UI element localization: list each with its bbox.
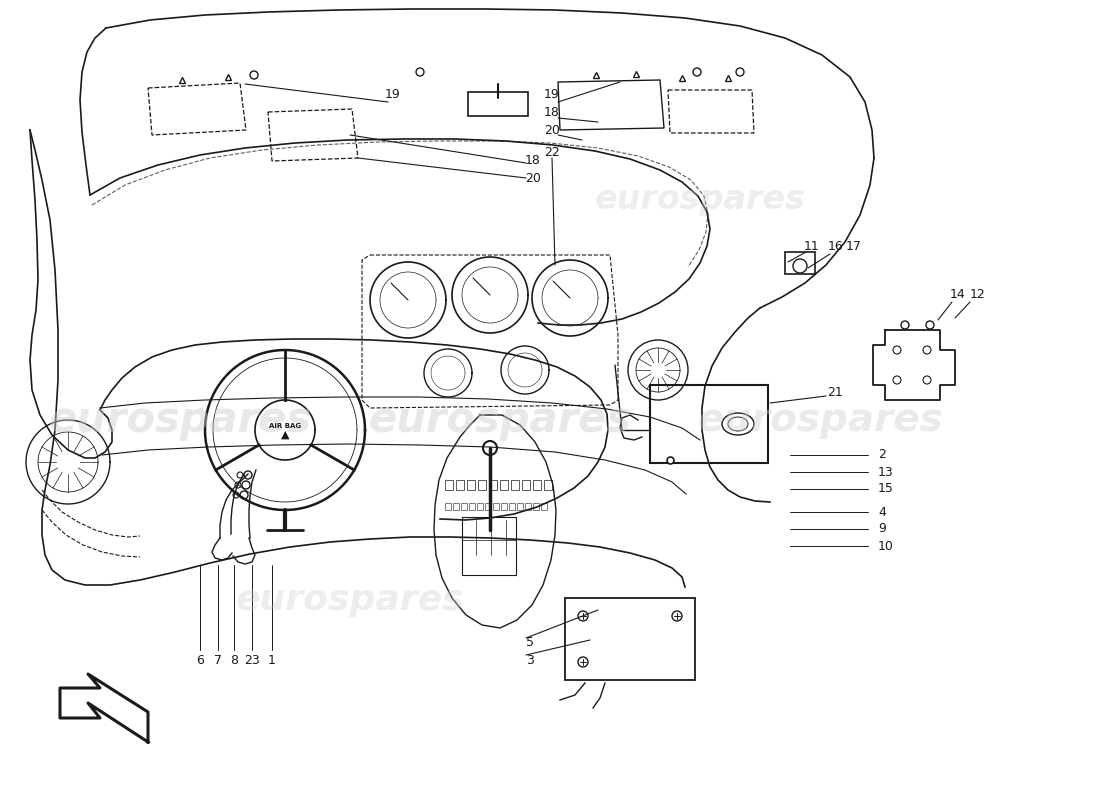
Bar — [500, 503, 507, 510]
Bar — [478, 480, 486, 490]
Text: 8: 8 — [230, 654, 238, 666]
Text: 12: 12 — [970, 289, 986, 302]
Bar — [485, 503, 491, 510]
Text: 14: 14 — [950, 289, 966, 302]
Bar — [461, 503, 468, 510]
Text: 23: 23 — [244, 654, 260, 666]
Text: 21: 21 — [827, 386, 843, 398]
Bar — [477, 503, 483, 510]
Bar — [462, 517, 516, 575]
Text: eurospares: eurospares — [368, 399, 631, 441]
Bar — [785, 252, 815, 274]
Circle shape — [250, 71, 258, 79]
Bar — [493, 503, 499, 510]
Bar — [544, 480, 552, 490]
Text: 10: 10 — [878, 539, 894, 553]
Bar — [469, 503, 475, 510]
Bar — [500, 480, 508, 490]
Text: 1: 1 — [268, 654, 276, 666]
Bar — [534, 480, 541, 490]
Text: 20: 20 — [525, 171, 541, 185]
Bar — [525, 503, 531, 510]
Text: 22: 22 — [544, 146, 560, 158]
Text: ▲: ▲ — [280, 430, 289, 440]
Text: 19: 19 — [385, 89, 400, 102]
Bar — [468, 480, 475, 490]
Circle shape — [926, 321, 934, 329]
Bar — [468, 92, 528, 116]
Text: 18: 18 — [544, 106, 560, 119]
Bar — [517, 503, 522, 510]
Bar — [453, 503, 459, 510]
Bar — [534, 503, 539, 510]
Text: 9: 9 — [878, 522, 886, 535]
Bar — [541, 503, 547, 510]
Text: 16: 16 — [828, 241, 844, 254]
Text: AIR BAG: AIR BAG — [268, 423, 301, 429]
Bar — [509, 503, 515, 510]
Text: 18: 18 — [525, 154, 541, 166]
Circle shape — [483, 441, 497, 455]
Text: 17: 17 — [846, 241, 862, 254]
Circle shape — [736, 68, 744, 76]
Text: eurospares: eurospares — [48, 399, 311, 441]
Bar — [456, 480, 464, 490]
Circle shape — [901, 321, 909, 329]
Bar — [565, 598, 695, 680]
Circle shape — [693, 68, 701, 76]
Polygon shape — [60, 674, 148, 742]
Text: 19: 19 — [544, 89, 560, 102]
Text: 11: 11 — [804, 241, 820, 254]
Text: 15: 15 — [878, 482, 894, 495]
Text: 5: 5 — [526, 635, 534, 649]
Text: 2: 2 — [878, 449, 886, 462]
Bar — [650, 385, 768, 463]
Bar — [446, 503, 451, 510]
Text: eurospares: eurospares — [594, 183, 805, 217]
Text: 6: 6 — [196, 654, 204, 666]
Bar — [512, 480, 519, 490]
Text: 13: 13 — [878, 466, 893, 478]
Circle shape — [416, 68, 424, 76]
Text: 7: 7 — [214, 654, 222, 666]
Text: 3: 3 — [526, 654, 534, 666]
Text: 20: 20 — [544, 125, 560, 138]
Bar — [446, 480, 453, 490]
Bar — [490, 480, 497, 490]
Text: eurospares: eurospares — [235, 583, 464, 617]
Text: eurospares: eurospares — [697, 401, 943, 439]
Bar — [522, 480, 530, 490]
Text: 4: 4 — [878, 506, 886, 518]
